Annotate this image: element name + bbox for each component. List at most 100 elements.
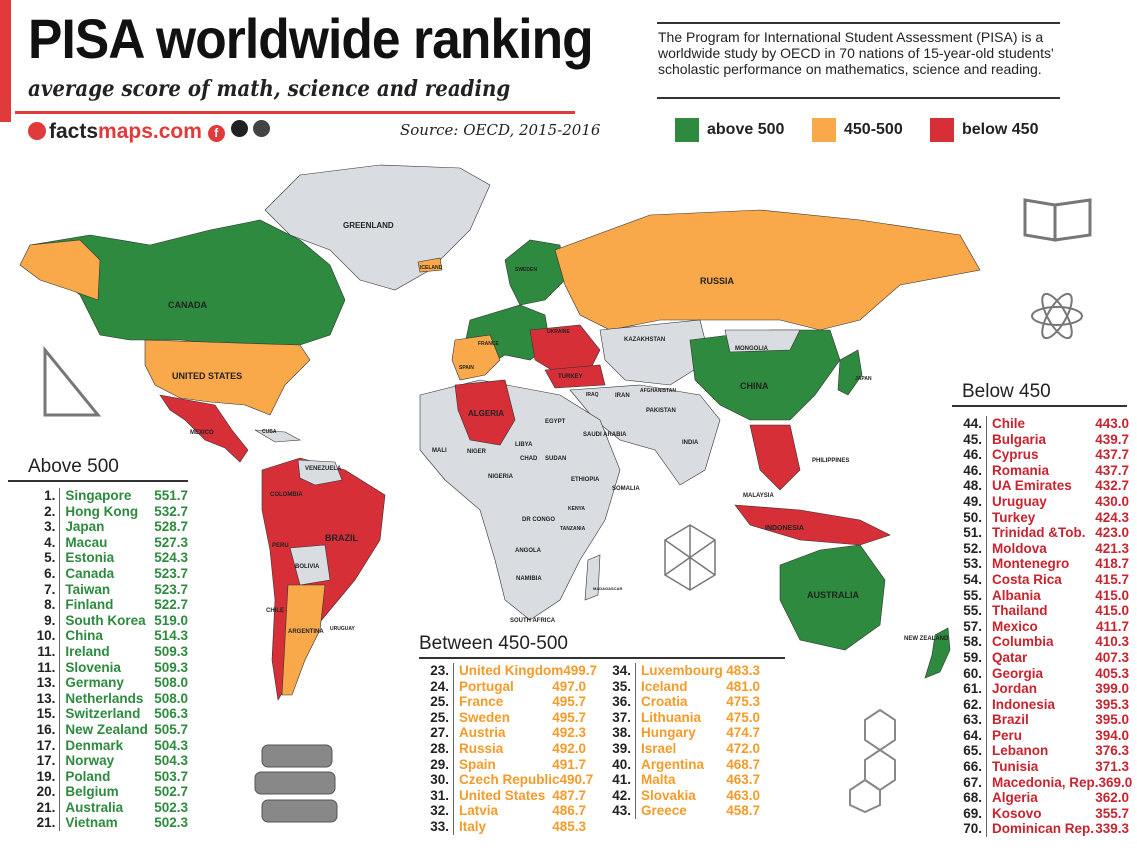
label-chad: CHAD <box>520 456 538 462</box>
instagram-icon[interactable] <box>253 120 271 137</box>
country-name: Indonesia <box>992 696 1056 712</box>
rank-number: 42. <box>612 787 632 803</box>
country-score: 524.3 <box>154 550 188 566</box>
label-pakistan: PAKISTAN <box>646 408 676 414</box>
rank-number: 6. <box>44 565 56 581</box>
country-score: 415.0 <box>1095 603 1129 619</box>
rank-number: 63. <box>963 712 982 728</box>
rank-number: 11. <box>37 659 56 675</box>
ranking-row: 46. Cyprus 437.7 <box>952 447 1132 463</box>
rank-number: 9. <box>44 612 56 628</box>
brand-logo[interactable]: factsmaps.com f <box>28 120 271 144</box>
label-india: INDIA <box>682 440 699 446</box>
label-ukraine: UKRAINE <box>547 329 570 335</box>
country-name: Belgium <box>65 784 119 800</box>
label-nigeria: NIGERIA <box>488 474 514 480</box>
country-name: Estonia <box>65 550 115 566</box>
rank-number: 45. <box>963 431 982 447</box>
ranking-row: 25. France 495.7 <box>419 694 597 710</box>
ranking-row: 11. Slovenia 509.3 <box>28 659 188 676</box>
label-brazil: BRAZIL <box>325 533 358 543</box>
rank-number: 57. <box>963 618 982 634</box>
region-indonesia <box>734 504 891 546</box>
country-name: United Kingdom <box>459 663 564 678</box>
facebook-icon[interactable]: f <box>207 125 225 142</box>
rank-number: 20. <box>36 784 56 800</box>
country-name: Cyprus <box>992 447 1039 463</box>
region-caribbean <box>254 429 302 443</box>
country-name: Portugal <box>459 678 514 694</box>
rank-number: 21. <box>36 815 56 831</box>
label-venezuela: VENEZUELA <box>305 466 342 472</box>
ranking-row: 60. Georgia 405.3 <box>952 665 1132 682</box>
rank-number: 13. <box>36 690 56 706</box>
country-score: 395.0 <box>1095 712 1129 728</box>
country-name: Chile <box>992 416 1026 431</box>
label-indonesia: INDONESIA <box>765 525 804 532</box>
country-score: 407.3 <box>1095 649 1129 665</box>
label-saudi: SAUDI ARABIA <box>583 432 627 438</box>
region-algeria <box>454 379 516 446</box>
ranking-row: 52. Moldova 421.3 <box>952 540 1132 557</box>
label-china: CHINA <box>740 381 769 391</box>
label-iceland: ICELAND <box>420 265 443 271</box>
country-score: 502.3 <box>154 815 188 831</box>
country-name: Romania <box>992 462 1050 478</box>
label-bolivia: BOLIVIA <box>295 564 320 570</box>
between-col2-rows: 34. Luxembourg 483.3 35. Iceland 481.0 36. Croa… <box>601 663 785 835</box>
triangle-ruler-icon <box>43 345 102 417</box>
label-turkey: TURKEY <box>558 374 583 380</box>
country-score: 532.7 <box>154 503 188 519</box>
country-score: 504.3 <box>154 753 188 769</box>
ranking-row: 64. Peru 394.0 <box>952 727 1132 744</box>
country-name: Germany <box>65 675 124 691</box>
country-name: Canada <box>65 565 115 581</box>
country-name: Mexico <box>992 618 1038 634</box>
label-mongolia: MONGOLIA <box>735 346 769 352</box>
intro-top-rule <box>657 22 1060 24</box>
country-score: 437.7 <box>1095 447 1129 463</box>
rank-number: 61. <box>963 681 982 697</box>
rank-number: 29. <box>430 756 449 772</box>
label-japan: JAPAN <box>855 376 872 382</box>
rank-number: 44. <box>963 416 982 431</box>
country-name: Uruguay <box>992 493 1047 509</box>
rank-number: 46. <box>963 447 982 463</box>
country-name: Qatar <box>992 649 1028 665</box>
region-madagascar <box>584 554 601 601</box>
ranking-row: 17. Denmark 504.3 <box>28 737 188 754</box>
country-score: 475.0 <box>726 709 761 725</box>
country-name: Netherlands <box>65 690 144 706</box>
region-greenland <box>264 164 491 291</box>
region-australia <box>779 544 886 651</box>
country-name: Iceland <box>641 678 688 694</box>
label-tanzania: TANZANIA <box>560 526 586 532</box>
label-colombia: COLOMBIA <box>270 492 303 498</box>
ranking-row: 21. Australia 502.3 <box>28 799 188 816</box>
ranking-row: 24. Portugal 497.0 <box>419 678 597 695</box>
country-score: 519.0 <box>154 612 188 628</box>
label-usa: UNITED STATES <box>172 371 242 381</box>
ranking-row: 51. Trinidad &Tob. 423.0 <box>952 525 1132 541</box>
ranking-row: 45. Bulgaria 439.7 <box>952 431 1132 448</box>
country-score: 437.7 <box>1095 462 1129 478</box>
region-kazakhstan <box>599 319 711 386</box>
country-score: 439.7 <box>1095 431 1129 447</box>
country-score: 514.3 <box>154 628 188 644</box>
country-score: 410.3 <box>1095 634 1129 650</box>
country-score: 371.3 <box>1095 759 1129 775</box>
country-name: Montenegro <box>992 556 1070 572</box>
country-name: Luxembourg <box>641 663 723 678</box>
country-score: 395.3 <box>1095 696 1129 712</box>
label-sweden: SWEDEN <box>515 267 537 273</box>
ranking-row: 8. Finland 522.7 <box>28 597 188 613</box>
panel-title-between: Between 450-500 <box>419 633 568 654</box>
country-name: Finland <box>65 597 114 613</box>
twitter-icon[interactable] <box>230 120 248 137</box>
ranking-row: 29. Spain 491.7 <box>419 756 597 773</box>
rank-number: 19. <box>36 768 56 784</box>
region-mongolia <box>724 329 801 353</box>
ranking-row: 5. Estonia 524.3 <box>28 550 188 566</box>
country-name: Moldova <box>992 540 1047 556</box>
region-argentina <box>281 584 326 696</box>
